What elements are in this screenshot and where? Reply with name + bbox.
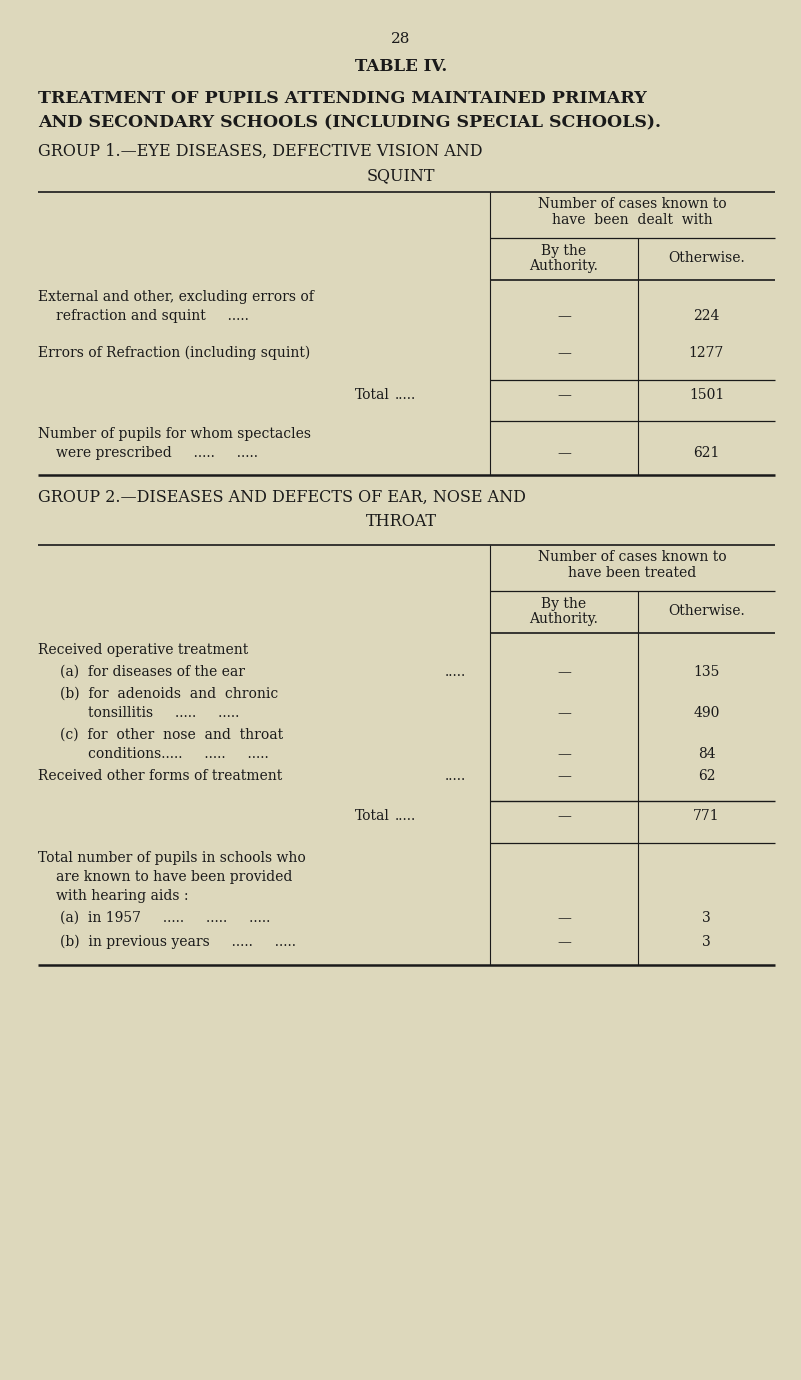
Text: Errors of Refraction (including squint): Errors of Refraction (including squint) xyxy=(38,346,310,360)
Text: Number of pupils for whom spectacles: Number of pupils for whom spectacles xyxy=(38,426,311,442)
Text: 1501: 1501 xyxy=(689,388,724,402)
Text: —: — xyxy=(557,665,571,679)
Text: conditions.....     .....     .....: conditions..... ..... ..... xyxy=(88,747,269,760)
Text: Otherwise.: Otherwise. xyxy=(668,251,745,265)
Text: 224: 224 xyxy=(694,309,719,323)
Text: Total: Total xyxy=(355,809,390,822)
Text: —: — xyxy=(557,388,571,402)
Text: 3: 3 xyxy=(702,936,710,949)
Text: with hearing aids :: with hearing aids : xyxy=(56,889,188,903)
Text: Total number of pupils in schools who: Total number of pupils in schools who xyxy=(38,851,306,865)
Text: —: — xyxy=(557,309,571,323)
Text: have  been  dealt  with: have been dealt with xyxy=(552,213,713,226)
Text: —: — xyxy=(557,747,571,760)
Text: AND SECONDARY SCHOOLS (INCLUDING SPECIAL SCHOOLS).: AND SECONDARY SCHOOLS (INCLUDING SPECIAL… xyxy=(38,115,661,131)
Text: refraction and squint     .....: refraction and squint ..... xyxy=(56,309,249,323)
Text: .....: ..... xyxy=(395,388,417,402)
Text: —: — xyxy=(557,707,571,720)
Text: (c)  for  other  nose  and  throat: (c) for other nose and throat xyxy=(60,729,283,742)
Text: 135: 135 xyxy=(694,665,719,679)
Text: 84: 84 xyxy=(698,747,715,760)
Text: 28: 28 xyxy=(392,32,411,46)
Text: Otherwise.: Otherwise. xyxy=(668,604,745,618)
Text: .....: ..... xyxy=(445,665,466,679)
Text: Total: Total xyxy=(355,388,390,402)
Text: (b)  in previous years     .....     .....: (b) in previous years ..... ..... xyxy=(60,936,296,949)
Text: —: — xyxy=(557,809,571,822)
Text: TREATMENT OF PUPILS ATTENDING MAINTAINED PRIMARY: TREATMENT OF PUPILS ATTENDING MAINTAINED… xyxy=(38,90,646,108)
Text: are known to have been provided: are known to have been provided xyxy=(56,869,292,885)
Text: —: — xyxy=(557,346,571,360)
Text: .....: ..... xyxy=(445,769,466,782)
Text: Number of cases known to: Number of cases known to xyxy=(538,197,727,211)
Text: (a)  for diseases of the ear: (a) for diseases of the ear xyxy=(60,665,245,679)
Text: have been treated: have been treated xyxy=(569,566,697,580)
Text: Authority.: Authority. xyxy=(529,611,598,627)
Text: .....: ..... xyxy=(395,809,417,822)
Text: —: — xyxy=(557,769,571,782)
Text: 771: 771 xyxy=(693,809,720,822)
Text: Received operative treatment: Received operative treatment xyxy=(38,643,248,657)
Text: —: — xyxy=(557,446,571,460)
Text: GROUP 2.—DISEASES AND DEFECTS OF EAR, NOSE AND: GROUP 2.—DISEASES AND DEFECTS OF EAR, NO… xyxy=(38,489,526,506)
Text: —: — xyxy=(557,936,571,949)
Text: —: — xyxy=(557,911,571,925)
Text: External and other, excluding errors of: External and other, excluding errors of xyxy=(38,290,314,304)
Text: GROUP 1.—EYE DISEASES, DEFECTIVE VISION AND: GROUP 1.—EYE DISEASES, DEFECTIVE VISION … xyxy=(38,144,482,160)
Text: Received other forms of treatment: Received other forms of treatment xyxy=(38,769,282,782)
Text: Authority.: Authority. xyxy=(529,259,598,273)
Text: THROAT: THROAT xyxy=(365,513,437,530)
Text: (b)  for  adenoids  and  chronic: (b) for adenoids and chronic xyxy=(60,687,278,701)
Text: 3: 3 xyxy=(702,911,710,925)
Text: (a)  in 1957     .....     .....     .....: (a) in 1957 ..... ..... ..... xyxy=(60,911,271,925)
Text: SQUINT: SQUINT xyxy=(367,167,435,184)
Text: By the: By the xyxy=(541,244,586,258)
Text: 621: 621 xyxy=(694,446,719,460)
Text: TABLE IV.: TABLE IV. xyxy=(355,58,447,75)
Text: 1277: 1277 xyxy=(689,346,724,360)
Text: were prescribed     .....     .....: were prescribed ..... ..... xyxy=(56,446,258,460)
Text: By the: By the xyxy=(541,598,586,611)
Text: 490: 490 xyxy=(694,707,719,720)
Text: 62: 62 xyxy=(698,769,715,782)
Text: Number of cases known to: Number of cases known to xyxy=(538,551,727,564)
Text: tonsillitis     .....     .....: tonsillitis ..... ..... xyxy=(88,707,239,720)
